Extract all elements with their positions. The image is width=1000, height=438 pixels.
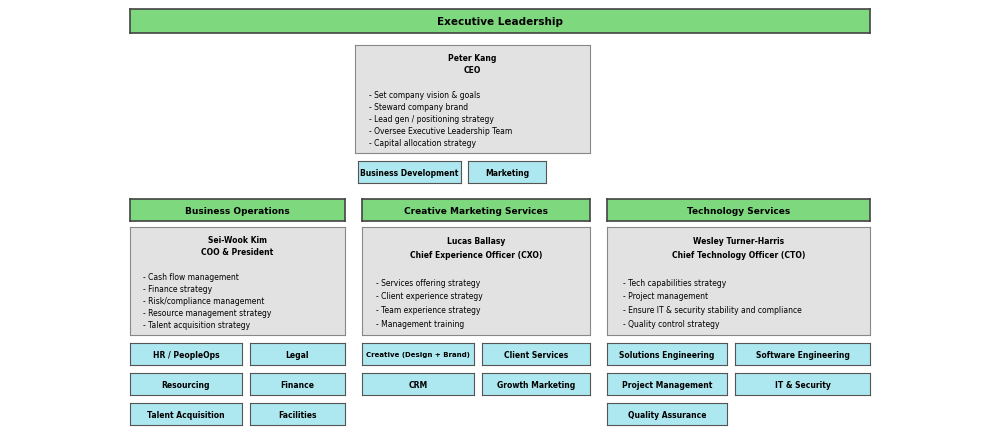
Text: Resourcing: Resourcing [162,380,210,389]
Text: Business Development: Business Development [360,168,459,177]
Text: Client Services: Client Services [504,350,568,359]
Text: Chief Technology Officer (CTO): Chief Technology Officer (CTO) [672,250,805,259]
Text: Software Engineering: Software Engineering [756,350,849,359]
Text: COO & President: COO & President [201,247,274,257]
Text: - Cash flow management: - Cash flow management [143,272,239,281]
Text: Legal: Legal [286,350,309,359]
Text: Lucas Ballasy: Lucas Ballasy [447,237,505,245]
Text: - Tech capabilities strategy: - Tech capabilities strategy [623,278,726,287]
Text: - Client experience strategy: - Client experience strategy [376,292,482,301]
Text: - Talent acquisition strategy: - Talent acquisition strategy [143,320,250,329]
Text: Sei-Wook Kim: Sei-Wook Kim [208,236,267,244]
Text: Business Operations: Business Operations [185,206,290,215]
Text: - Finance strategy: - Finance strategy [143,284,212,293]
Text: - Steward company brand: - Steward company brand [369,102,468,111]
Text: Technology Services: Technology Services [687,206,790,215]
Text: - Ensure IT & security stability and compliance: - Ensure IT & security stability and com… [623,306,802,314]
Text: Finance: Finance [280,380,314,389]
Text: Wesley Turner-Harris: Wesley Turner-Harris [693,237,784,245]
Text: Quality Assurance: Quality Assurance [628,410,706,419]
Text: HR / PeopleOps: HR / PeopleOps [153,350,219,359]
Text: - Capital allocation strategy: - Capital allocation strategy [369,139,476,148]
Text: Project Management: Project Management [622,380,712,389]
Text: - Lead gen / positioning strategy: - Lead gen / positioning strategy [369,115,494,124]
Text: - Set company vision & goals: - Set company vision & goals [369,90,480,99]
Text: - Management training: - Management training [376,319,464,328]
Text: Creative (Design + Brand): Creative (Design + Brand) [366,351,470,357]
Text: Facilities: Facilities [278,410,317,419]
Text: Growth Marketing: Growth Marketing [497,380,575,389]
Text: - Risk/compliance management: - Risk/compliance management [143,296,264,305]
Text: CEO: CEO [464,66,481,75]
Text: Marketing: Marketing [485,168,529,177]
Text: - Quality control strategy: - Quality control strategy [623,319,719,328]
Text: Solutions Engineering: Solutions Engineering [619,350,715,359]
Text: - Project management: - Project management [623,292,708,301]
Text: IT & Security: IT & Security [775,380,830,389]
Text: Creative Marketing Services: Creative Marketing Services [404,206,548,215]
Text: CRM: CRM [408,380,428,389]
Text: - Services offering strategy: - Services offering strategy [376,278,480,287]
Text: Executive Leadership: Executive Leadership [437,17,563,27]
Text: Talent Acquisition: Talent Acquisition [147,410,225,419]
Text: Chief Experience Officer (CXO): Chief Experience Officer (CXO) [410,250,542,259]
Text: - Team experience strategy: - Team experience strategy [376,306,480,314]
Text: - Oversee Executive Leadership Team: - Oversee Executive Leadership Team [369,127,512,136]
Text: - Resource management strategy: - Resource management strategy [143,308,271,317]
Text: Peter Kang: Peter Kang [448,54,497,63]
